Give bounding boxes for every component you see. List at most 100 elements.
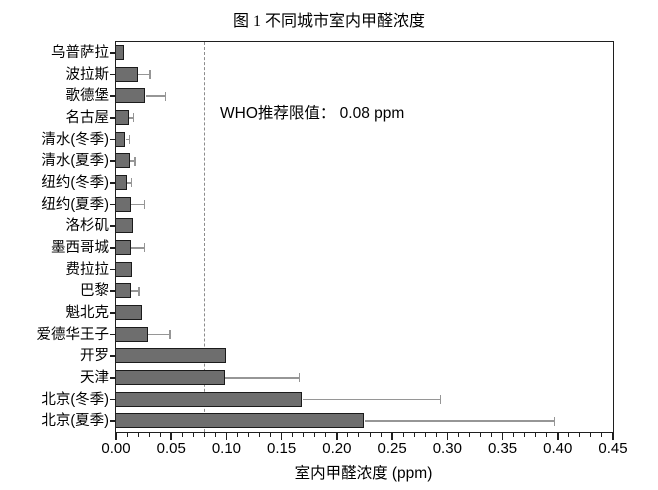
x-axis-tick (336, 433, 338, 440)
figure-title: 图 1 不同城市室内甲醛浓度 (232, 13, 425, 30)
error-bar (130, 160, 135, 162)
category-label: 魁北克 (65, 304, 110, 321)
error-bar (131, 203, 145, 206)
x-axis-minor-tick (435, 433, 437, 437)
x-axis-minor-tick (491, 433, 492, 437)
bar (116, 218, 134, 234)
x-axis-minor-tick (358, 433, 360, 437)
error-bar (138, 73, 151, 76)
x-axis-minor-tick (303, 433, 305, 437)
error-bar-cap (130, 178, 133, 188)
y-axis-tick (110, 138, 115, 141)
error-bar-cap (143, 243, 146, 253)
who-limit-reference-line (204, 42, 206, 432)
y-axis-tick (110, 377, 115, 379)
category-label: 爱德华王子 (36, 326, 110, 343)
x-axis-minor-tick (413, 433, 415, 437)
bar (116, 66, 138, 82)
y-axis-tick (110, 117, 115, 119)
x-axis-tick (115, 433, 117, 440)
error-bar (131, 247, 145, 249)
x-axis-tick (501, 433, 504, 440)
x-tick-label: 0.35 (487, 440, 518, 457)
category-label: 天津 (80, 369, 109, 386)
x-axis-minor-tick (535, 433, 537, 437)
category-label: 洛杉矶 (65, 218, 110, 235)
error-bar-cap (169, 330, 171, 339)
error-bar (225, 377, 300, 379)
category-label: 歌德堡 (65, 88, 110, 105)
bar (116, 348, 226, 364)
x-axis-tick (612, 433, 614, 440)
y-axis-tick (110, 247, 115, 249)
plot-area: WHO推荐限值： 0.08 ppm 乌普萨拉 波拉斯 歌德堡 名古屋 清水(冬季) 清水(… (37, 41, 628, 457)
category-label: 巴黎 (80, 283, 109, 300)
x-axis-minor-tick (236, 433, 238, 437)
x-axis-minor-tick (137, 433, 139, 437)
error-bar-cap (553, 416, 556, 426)
x-axis-minor-tick (159, 433, 161, 437)
x-axis-minor-tick (457, 433, 459, 437)
y-axis-tick (110, 182, 115, 184)
x-axis-minor-tick (325, 433, 327, 437)
x-axis-minor-tick (601, 433, 603, 437)
bar (116, 413, 364, 429)
x-axis-tick (446, 433, 449, 440)
x-tick-label: 0.20 (322, 440, 352, 457)
who-limit-annotation: WHO推荐限值： 0.08 ppm (220, 105, 405, 122)
y-axis-tick (110, 73, 115, 76)
y-axis-tick (110, 333, 115, 336)
y-axis-tick (110, 312, 115, 314)
category-label: 波拉斯 (65, 66, 110, 83)
error-bar-cap (439, 395, 442, 404)
category-label: 清水(冬季) (41, 131, 109, 148)
y-axis-tick (110, 95, 115, 97)
error-bar-cap (138, 286, 140, 296)
x-axis-minor-tick (468, 433, 470, 437)
category-label: 纽约(夏季) (41, 196, 109, 213)
category-label: 墨西哥城 (51, 239, 109, 256)
x-axis-tick (225, 433, 228, 440)
bar (116, 369, 225, 385)
error-bar-cap (134, 156, 136, 166)
bar (116, 131, 126, 147)
category-label: 纽约(冬季) (41, 174, 109, 191)
error-bar (127, 182, 132, 184)
y-axis-tick (110, 290, 115, 292)
error-bar (125, 138, 130, 141)
y-axis-tick (110, 355, 115, 357)
bar (116, 153, 130, 169)
x-axis-minor-tick (513, 433, 515, 437)
error-bar-cap (143, 200, 146, 209)
x-axis-minor-tick (524, 433, 526, 437)
x-tick-label: 0.10 (211, 440, 242, 457)
category-label: 费拉拉 (65, 261, 110, 278)
x-axis-tick (557, 433, 559, 440)
x-tick-label: 0.05 (156, 440, 186, 457)
category-label: 北京(夏季) (41, 413, 109, 430)
x-axis-tick (170, 433, 172, 440)
x-axis-minor-tick (579, 433, 581, 437)
x-axis-minor-tick (259, 433, 261, 437)
y-axis-tick (110, 203, 115, 206)
x-axis-minor-tick (126, 433, 128, 437)
bar (116, 196, 131, 212)
x-axis-minor-tick (148, 433, 150, 437)
bar (116, 283, 131, 299)
y-axis-tick (110, 398, 115, 401)
x-axis-minor-tick (546, 433, 548, 437)
error-bar-cap (298, 373, 301, 383)
error-bar (129, 117, 134, 119)
category-label: 清水(夏季) (41, 153, 109, 170)
error-bar (145, 95, 166, 97)
x-axis-minor-tick (181, 433, 183, 437)
bar (116, 44, 125, 60)
x-axis-minor-tick (292, 433, 294, 437)
x-tick-label: 0.45 (598, 440, 628, 457)
x-axis-minor-tick (380, 433, 382, 437)
x-axis-title: 室内甲醛浓度 (ppm) (294, 465, 433, 482)
x-axis-minor-tick (270, 433, 272, 437)
y-axis-tick (110, 160, 115, 162)
error-bar (302, 398, 441, 401)
